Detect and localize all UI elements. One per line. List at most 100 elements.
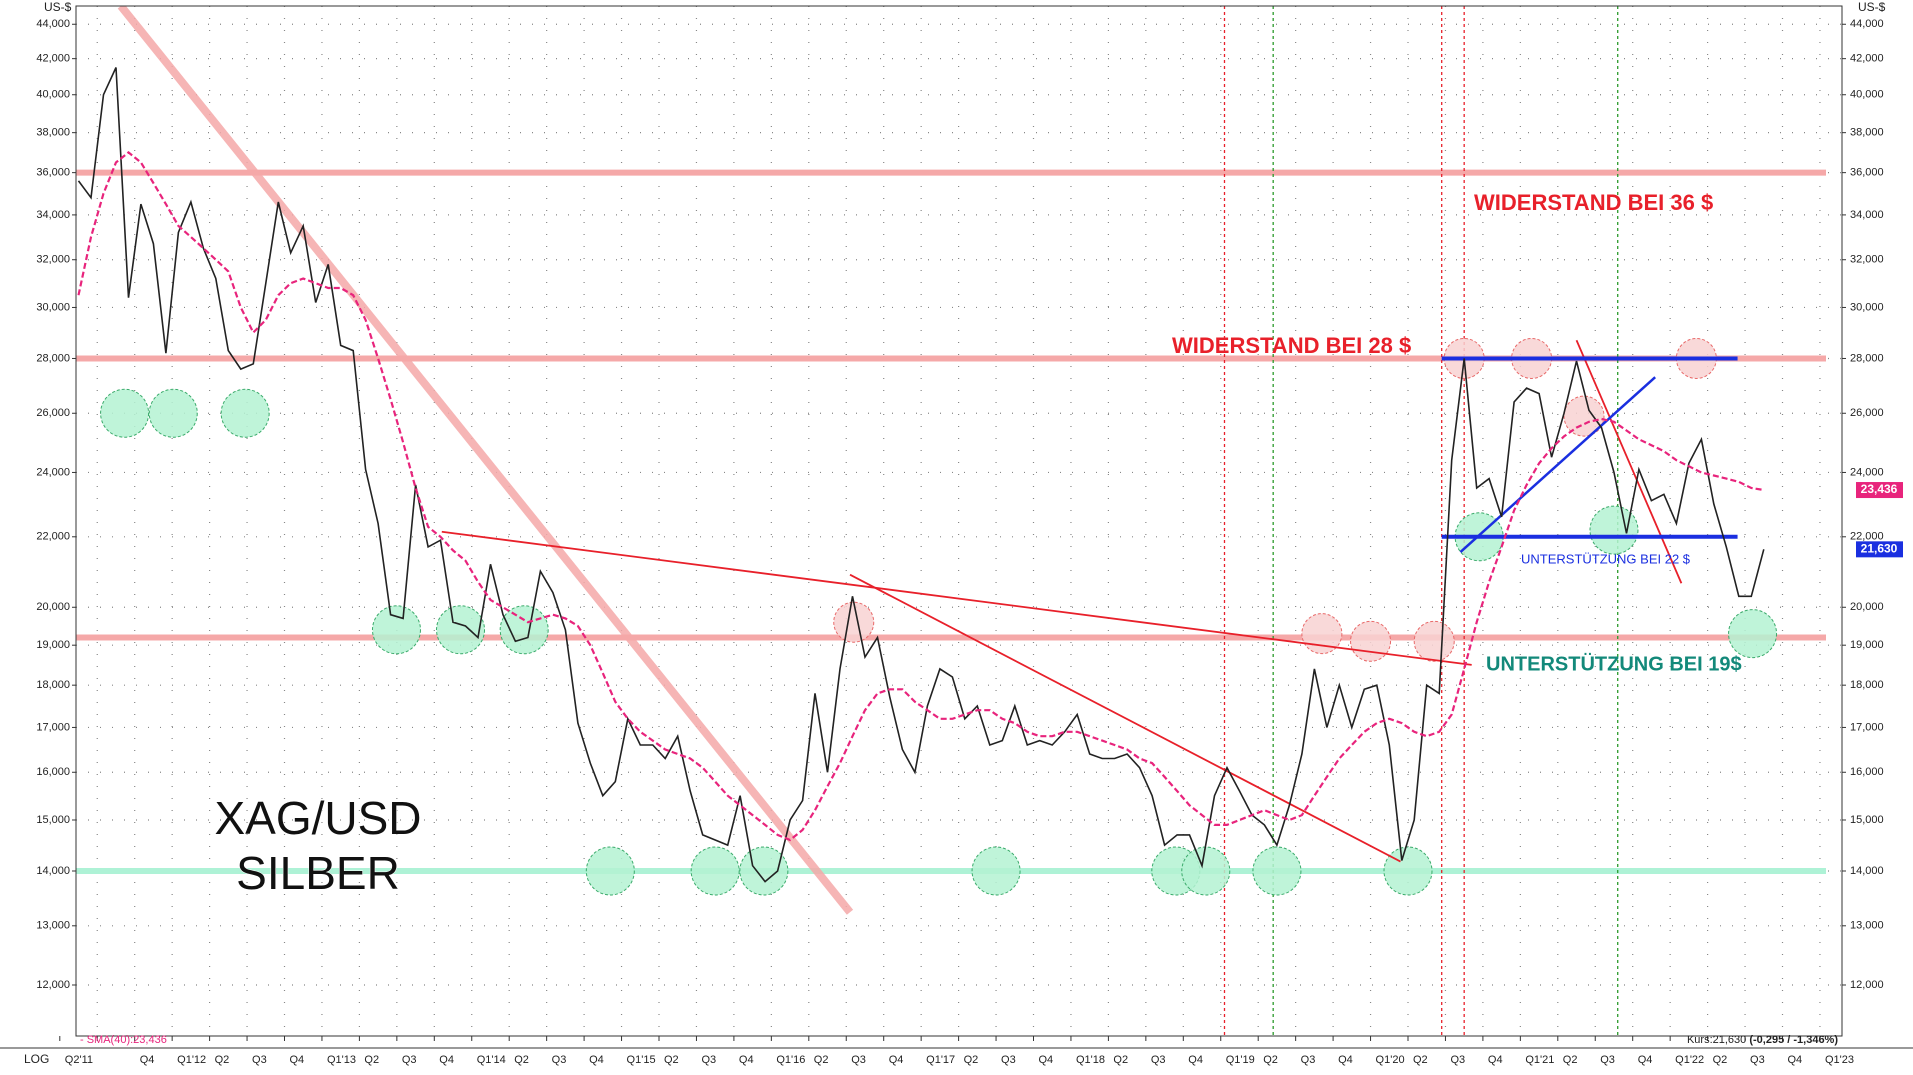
x-tick-label: Q2 [1413,1054,1428,1066]
x-tick-label: Q4 [889,1054,904,1066]
y-tick-label: 19,000 [1850,639,1884,651]
y-tick-label: 26,000 [1850,407,1884,419]
y-tick-label: 24,000 [36,466,70,478]
quote-change: (-0,295 / -1,346%) [1749,1034,1838,1046]
x-tick-label: Q4 [1338,1054,1353,1066]
y-tick-label: 34,000 [1850,209,1884,221]
x-tick-label: Q2 [814,1054,829,1066]
y-tick-label: 40,000 [1850,89,1884,101]
marker-circle [100,388,150,438]
x-tick-label: Q4 [1638,1054,1653,1066]
annotation: UNTERSTÜTZUNG BEI 19$ [1486,652,1742,675]
y-tick-label: 30,000 [36,301,70,313]
y-tick-label: 26,000 [36,407,70,419]
watermark: XAG/USD [214,792,421,844]
marker-circle [739,846,789,896]
sma-line [77,150,1764,842]
x-tick-label: Q1'22 [1675,1054,1704,1066]
y-tick-label: 36,000 [36,167,70,179]
marker-circle [1589,505,1639,555]
y-tick-label: 44,000 [1850,18,1884,30]
x-tick-label: Q2 [1263,1054,1278,1066]
y-tick-label: 34,000 [36,209,70,221]
y-tick-label: 14,000 [36,865,70,877]
marker-circle [1350,620,1392,662]
x-tick-label: Q1'14 [477,1054,506,1066]
y-tick-label: 13,000 [36,920,70,932]
x-tick-label: Q4 [1488,1054,1503,1066]
y-tick-label: 22,000 [1850,531,1884,543]
y-tick-label: 12,000 [1850,979,1884,991]
x-tick-label: Q1'15 [627,1054,656,1066]
marker-circle [1181,846,1231,896]
x-tick-label: Q2 [1563,1054,1578,1066]
x-tick-label: Q1'12 [177,1054,206,1066]
quote-label: Kurs:21,630 [1687,1034,1746,1046]
x-tick-label: Q4 [589,1054,604,1066]
x-tick-label: Q1'16 [776,1054,805,1066]
x-tick-label: Q3 [402,1054,417,1066]
y-tick-label: 20,000 [1850,601,1884,613]
marker-circle [1383,846,1433,896]
y-tick-label: 18,000 [36,679,70,691]
y-tick-label: 44,000 [36,18,70,30]
marker-circle [833,601,875,643]
x-tick-label: Q3 [1151,1054,1166,1066]
y-tick-label: 15,000 [36,814,70,826]
x-tick-label: Q1'17 [926,1054,955,1066]
x-tick-label: Q2'11 [65,1054,93,1066]
y-tick-label: 42,000 [36,53,70,65]
x-tick-label: Q1'21 [1525,1054,1554,1066]
x-tick-label: Q2 [664,1054,679,1066]
marker-circle [1413,620,1455,662]
x-tick-label: Q4 [290,1054,305,1066]
y-unit-right: US-$ [1858,0,1886,14]
marker-circle [499,605,549,655]
y-tick-label: 16,000 [36,766,70,778]
x-tick-label: Q3 [1750,1054,1765,1066]
trend-line [849,573,1401,863]
marker-circle [585,846,635,896]
y-tick-label: 13,000 [1850,920,1884,932]
x-tick-label: Q2 [364,1054,379,1066]
x-tick-label: Q2 [964,1054,979,1066]
watermark: SILBER [236,847,400,899]
y-tick-label: 28,000 [1850,352,1884,364]
last-value-tag [1856,482,1903,499]
x-tick-label: Q3 [1001,1054,1016,1066]
marker-circle [1728,609,1778,659]
marker-circle [148,388,198,438]
sma-legend: - SMA(40):23,436 [80,1034,167,1046]
y-tick-label: 32,000 [1850,254,1884,266]
x-tick-label: Q1'23 [1825,1054,1854,1066]
y-tick-label: 24,000 [1850,466,1884,478]
y-tick-label: 32,000 [36,254,70,266]
x-tick-label: Q3 [1600,1054,1615,1066]
marker-circle [436,605,486,655]
x-tick-label: Q2 [1713,1054,1728,1066]
y-tick-label: 17,000 [36,721,70,733]
y-tick-label: 18,000 [1850,679,1884,691]
x-tick-label: Q4 [1039,1054,1054,1066]
x-tick-label: Q2 [1113,1054,1128,1066]
y-tick-label: 19,000 [36,639,70,651]
last-value-label: 23,436 [1861,482,1898,496]
x-tick-label: Q3 [851,1054,866,1066]
y-tick-label: 28,000 [36,352,70,364]
y-tick-label: 20,000 [36,601,70,613]
annotation: WIDERSTAND BEI 36 $ [1474,190,1713,215]
plot-frame [75,5,1843,1037]
x-tick-label: Q3 [701,1054,716,1066]
y-tick-label: 17,000 [1850,721,1884,733]
trend-line [1575,339,1683,584]
y-tick-label: 42,000 [1850,53,1884,65]
last-value-label: 21,630 [1861,542,1898,556]
y-tick-label: 30,000 [1850,301,1884,313]
y-tick-label: 15,000 [1850,814,1884,826]
x-tick-label: Q1'19 [1226,1054,1255,1066]
trend-line [441,530,1472,666]
x-tick-label: Q4 [1788,1054,1803,1066]
y-tick-label: 36,000 [1850,167,1884,179]
x-tick-label: Q2 [514,1054,529,1066]
